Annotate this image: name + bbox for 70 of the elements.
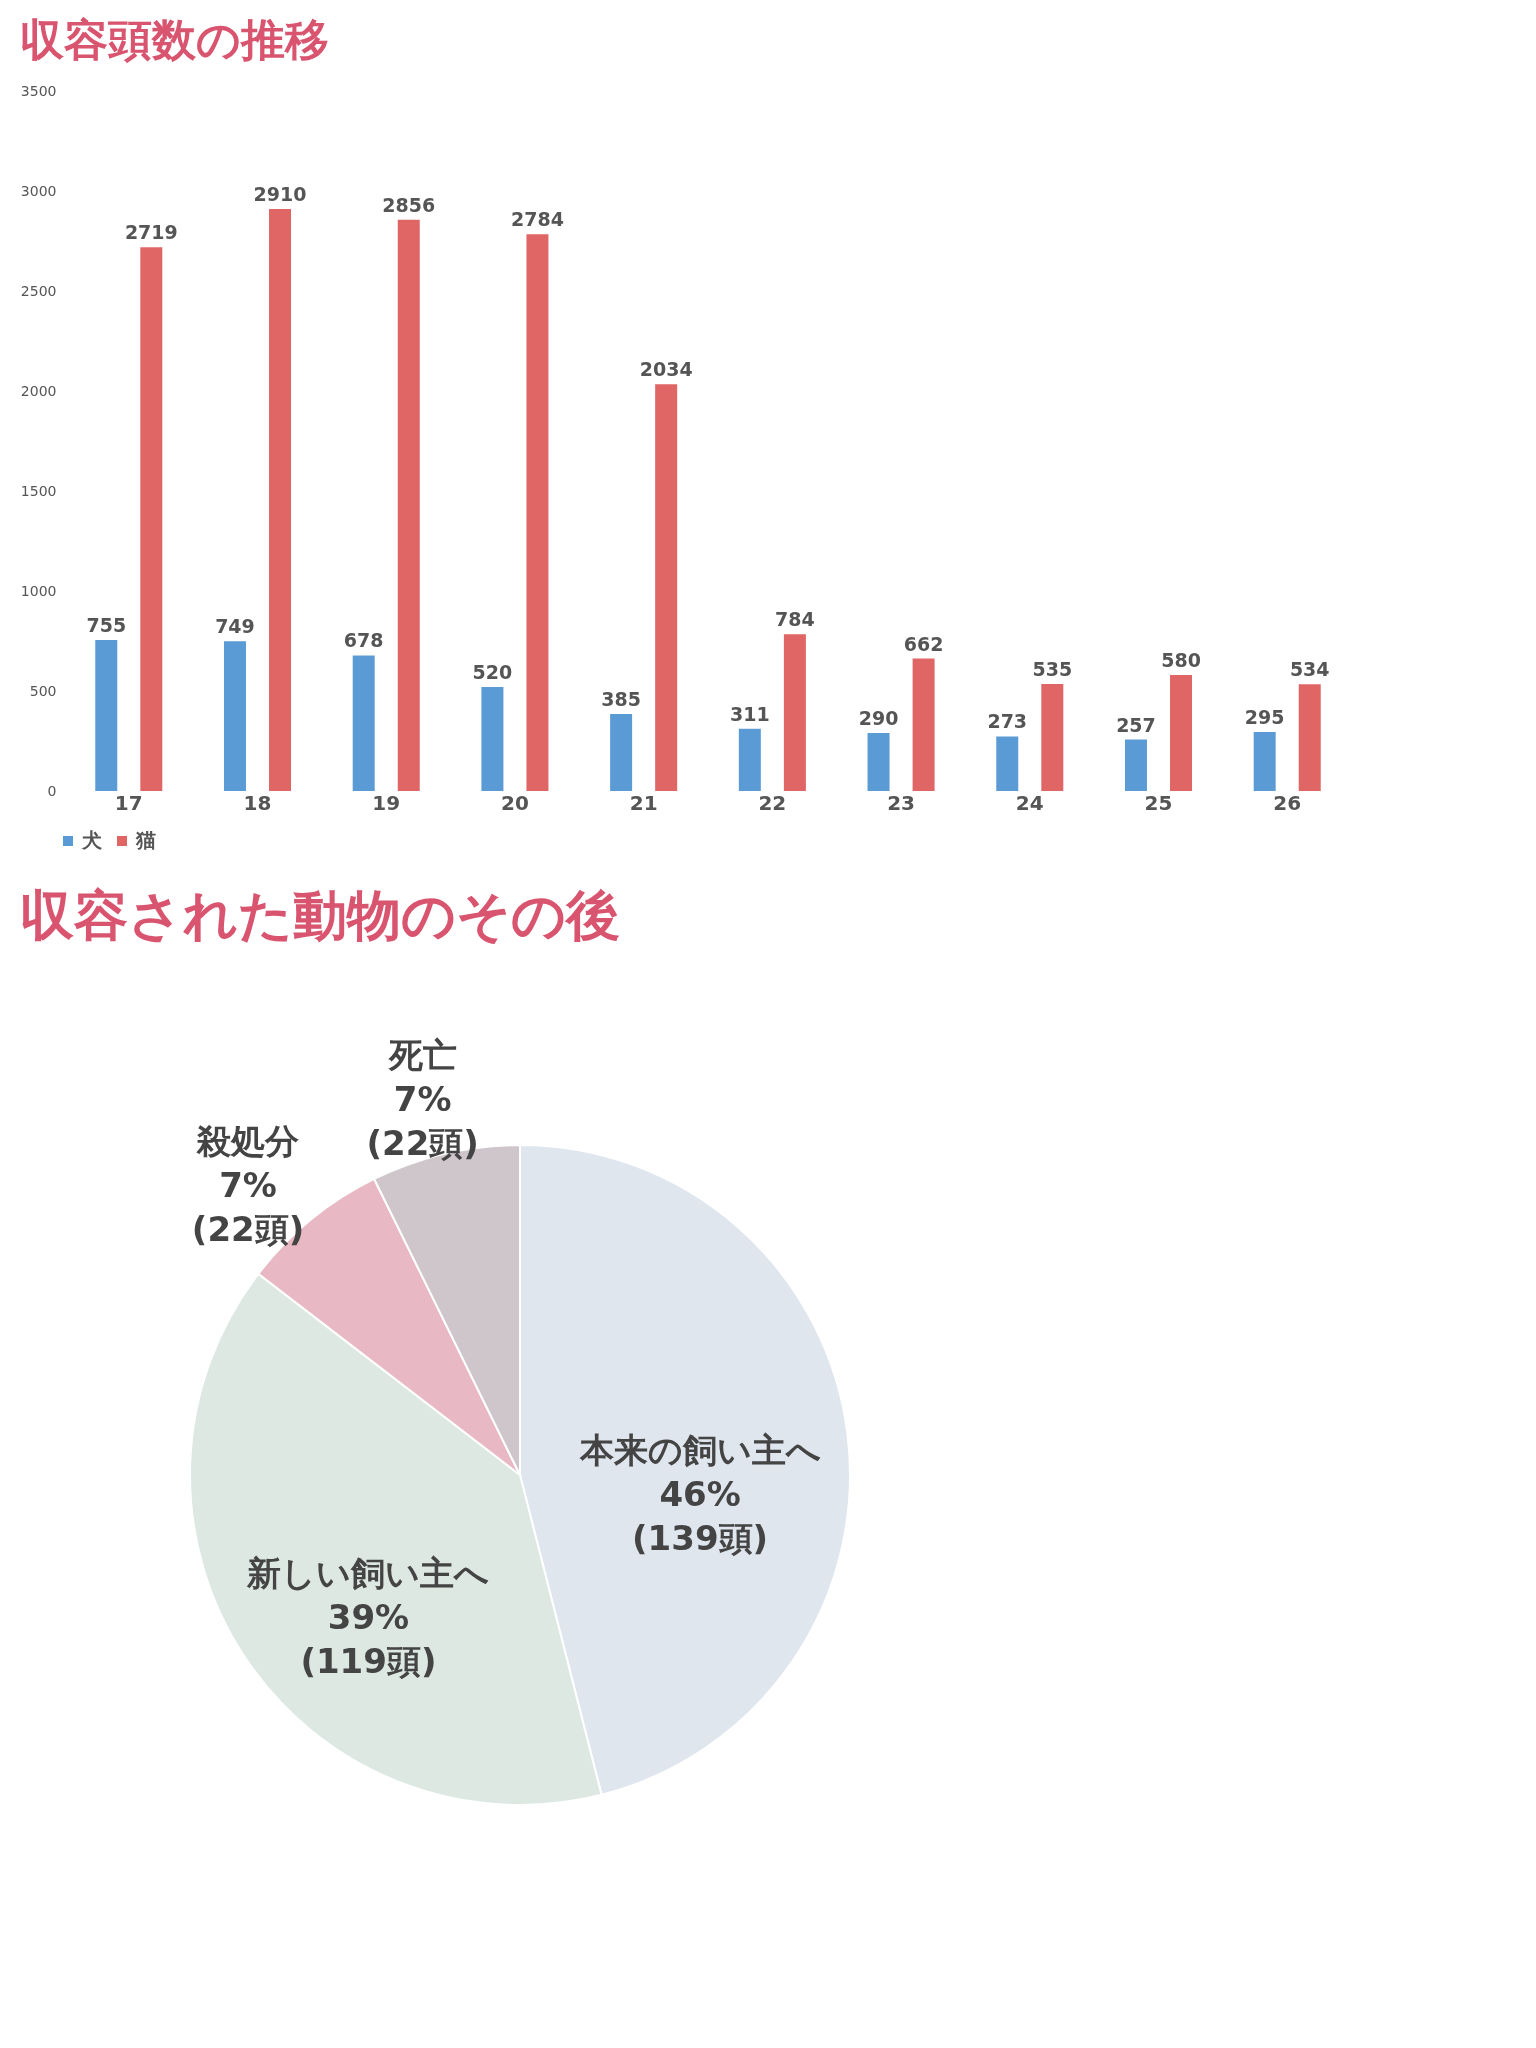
bar	[1298, 684, 1321, 791]
x-tick-label: 25	[1144, 790, 1173, 815]
bar	[1041, 684, 1064, 791]
bar	[526, 234, 549, 791]
y-tick-label: 0	[47, 782, 57, 799]
bar	[1170, 675, 1193, 791]
slice-label: 殺処分	[196, 1121, 300, 1162]
bar	[95, 640, 118, 791]
x-tick-label: 24	[1015, 790, 1044, 815]
y-tick-label: 3500	[20, 82, 57, 99]
data-label: 295	[1244, 706, 1285, 728]
bar	[481, 687, 504, 791]
data-label: 2784	[511, 208, 564, 231]
data-label: 520	[472, 661, 513, 683]
bar	[397, 219, 420, 791]
data-label: 662	[903, 632, 944, 655]
chart-title: 収容頭数の推移	[20, 14, 330, 65]
bar	[610, 714, 633, 791]
bar	[269, 209, 292, 791]
data-label: 535	[1032, 658, 1073, 680]
legend-label: 犬	[81, 828, 103, 852]
bar	[738, 728, 761, 791]
data-label: 39% (119頭)	[300, 1596, 437, 1681]
bar	[1253, 732, 1276, 791]
x-tick-label: 21	[629, 790, 658, 815]
x-tick-label: 17	[114, 790, 143, 815]
bar	[783, 634, 806, 791]
data-label: 7% (22頭)	[191, 1165, 305, 1250]
data-label: 784	[775, 608, 815, 631]
legend-label: 猫	[135, 828, 156, 852]
x-tick-label: 22	[758, 790, 787, 815]
data-label: 534	[1289, 658, 1330, 681]
data-label: 2910	[253, 183, 307, 205]
x-tick-label: 18	[243, 790, 272, 815]
data-label: 385	[601, 688, 641, 710]
y-tick-label: 2000	[20, 382, 57, 399]
slice-label: 死亡	[387, 1035, 457, 1076]
slice-label: 本来の飼い主へ	[578, 1430, 821, 1471]
data-label: 2719	[124, 221, 178, 244]
slice-label: 新しい飼い主へ	[246, 1552, 490, 1593]
bar	[352, 655, 375, 791]
y-tick-label: 1500	[20, 482, 57, 499]
data-label: 7% (22頭)	[366, 1079, 479, 1164]
data-label: 46% (139頭)	[632, 1474, 769, 1559]
bar	[912, 658, 935, 791]
data-label: 2034	[639, 358, 693, 381]
y-tick-label: 1000	[20, 582, 57, 599]
y-tick-label: 3000	[20, 182, 57, 199]
chart-title: 収容された動物のその後	[20, 884, 620, 947]
data-label: 257	[1116, 713, 1156, 736]
data-label: 755	[86, 614, 127, 636]
x-tick-label: 26	[1273, 790, 1302, 815]
y-tick-label: 500	[29, 682, 57, 699]
data-label: 311	[730, 702, 770, 725]
y-tick-label: 2500	[20, 282, 57, 299]
bar	[1124, 739, 1147, 791]
bar	[996, 736, 1019, 791]
bar	[655, 384, 678, 791]
data-label: 290	[858, 707, 899, 729]
x-tick-label: 19	[372, 790, 401, 815]
data-label: 2856	[382, 193, 436, 216]
x-tick-label: 20	[501, 790, 529, 815]
data-label: 273	[987, 710, 1028, 733]
data-label: 749	[215, 615, 255, 638]
data-label: 580	[1161, 649, 1201, 671]
data-label: 678	[343, 629, 384, 652]
bar	[223, 641, 246, 791]
bar	[140, 247, 163, 791]
x-tick-label: 23	[887, 790, 915, 815]
bar	[867, 733, 890, 791]
